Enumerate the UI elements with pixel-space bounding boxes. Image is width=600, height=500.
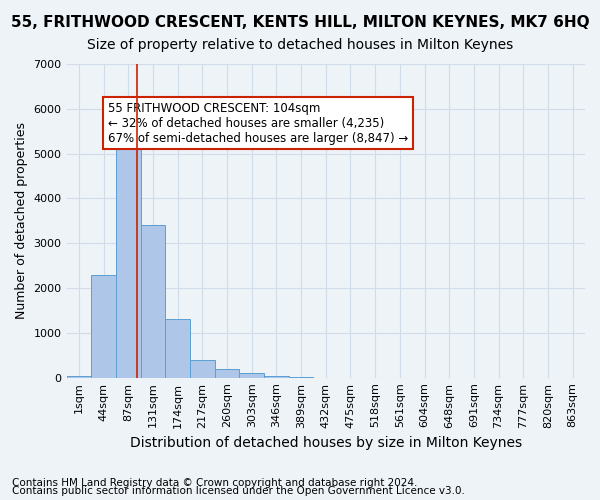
Text: Contains public sector information licensed under the Open Government Licence v3: Contains public sector information licen… xyxy=(12,486,465,496)
Y-axis label: Number of detached properties: Number of detached properties xyxy=(15,122,28,320)
Bar xyxy=(239,373,264,378)
Bar xyxy=(91,274,116,378)
Bar xyxy=(190,360,215,378)
Text: Contains HM Land Registry data © Crown copyright and database right 2024.: Contains HM Land Registry data © Crown c… xyxy=(12,478,418,488)
Text: 55, FRITHWOOD CRESCENT, KENTS HILL, MILTON KEYNES, MK7 6HQ: 55, FRITHWOOD CRESCENT, KENTS HILL, MILT… xyxy=(11,15,589,30)
Bar xyxy=(67,376,91,378)
Text: 55 FRITHWOOD CRESCENT: 104sqm
← 32% of detached houses are smaller (4,235)
67% o: 55 FRITHWOOD CRESCENT: 104sqm ← 32% of d… xyxy=(108,102,408,144)
Bar xyxy=(264,376,289,378)
Bar xyxy=(140,226,165,378)
Bar xyxy=(165,320,190,378)
X-axis label: Distribution of detached houses by size in Milton Keynes: Distribution of detached houses by size … xyxy=(130,436,522,450)
Text: Size of property relative to detached houses in Milton Keynes: Size of property relative to detached ho… xyxy=(87,38,513,52)
Bar xyxy=(215,368,239,378)
Bar xyxy=(116,140,140,378)
